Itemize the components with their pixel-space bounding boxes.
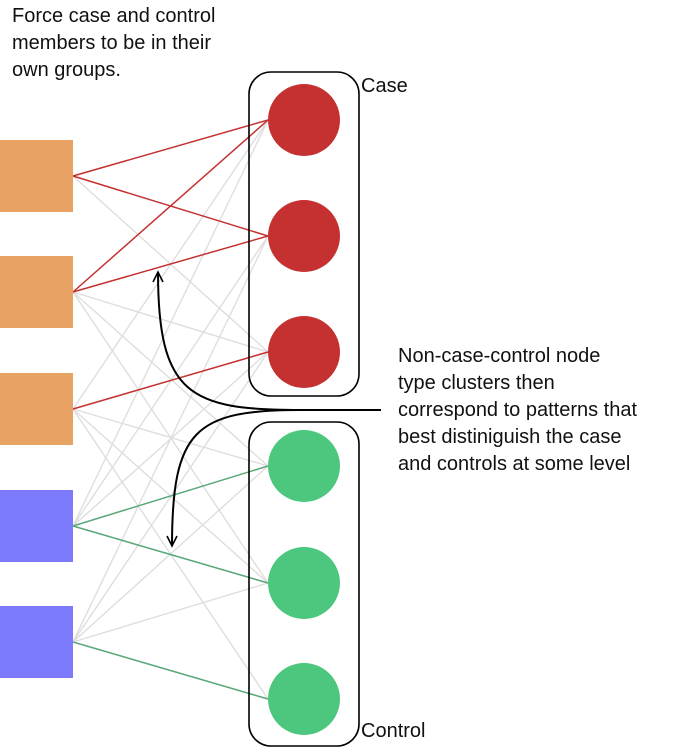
right-nodes — [268, 84, 340, 735]
faint-edge — [72, 582, 269, 643]
case-node-circle — [268, 84, 340, 156]
control-node-circle — [268, 547, 340, 619]
pointer-line-up — [157, 271, 381, 411]
blue-node-square — [0, 606, 73, 678]
control-group-label: Control — [361, 720, 426, 742]
control-edge — [72, 525, 269, 584]
faint-edge — [72, 119, 269, 527]
arrowhead-up — [152, 270, 164, 283]
pointer-line-down — [171, 409, 301, 547]
orange-node-square — [0, 140, 73, 212]
case-group-label: Case — [361, 75, 408, 97]
case-node-circle — [268, 200, 340, 272]
cluster-explanation-note: Non-case-control node type clusters then… — [398, 345, 638, 475]
case-edge — [72, 235, 269, 293]
control-node-circle — [268, 663, 340, 735]
orange-node-square — [0, 373, 73, 445]
case-node-circle — [268, 316, 340, 388]
blue-node-square — [0, 490, 73, 562]
case-edge — [72, 119, 269, 293]
colored-edges — [72, 119, 269, 700]
instruction-note: Force case and control members to be in … — [12, 5, 216, 81]
orange-node-square — [0, 256, 73, 328]
faint-edge — [72, 351, 269, 643]
faint-edge — [72, 291, 269, 467]
case-group-box — [248, 71, 360, 397]
faint-edge — [72, 235, 269, 643]
case-edge — [72, 351, 269, 410]
left-nodes — [0, 140, 73, 678]
case-edge — [72, 119, 269, 177]
control-node-circle — [268, 430, 340, 502]
arrowhead-down — [166, 535, 178, 548]
control-edge — [72, 641, 269, 700]
control-group-box — [248, 421, 360, 747]
control-edge — [72, 465, 269, 527]
